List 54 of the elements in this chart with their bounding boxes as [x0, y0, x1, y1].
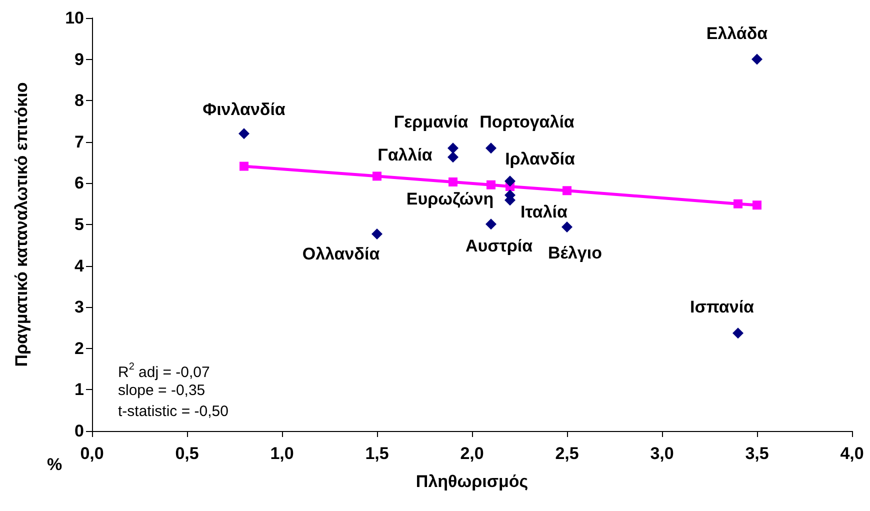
point: [486, 218, 496, 230]
x-tick-label: 3,5: [745, 444, 769, 463]
y-tick-label: 7: [74, 132, 84, 152]
x-tick-label: 1,5: [365, 444, 389, 463]
point: [562, 186, 572, 196]
x-tick-label: 2,5: [555, 444, 579, 463]
annotation: Γαλλία: [378, 146, 433, 165]
y-tick-label: 4: [74, 256, 85, 276]
point: [752, 54, 762, 65]
y-tick-label: 6: [74, 174, 84, 193]
point: [448, 152, 458, 163]
point: [732, 328, 744, 339]
annotation: Φινλανδία: [202, 100, 286, 120]
point: [486, 180, 496, 190]
point: [238, 128, 250, 140]
y-tick-label: 0: [74, 422, 84, 440]
point: [504, 176, 516, 187]
y-tick-label: 8: [74, 91, 84, 110]
point: [240, 162, 248, 171]
x-tick-label: 4,0: [840, 444, 864, 463]
y-tick-label: 1: [74, 380, 84, 400]
y-tick-label: 10: [65, 8, 84, 28]
y-tick-label: 9: [74, 50, 84, 69]
annotation: Ιταλία: [520, 202, 568, 222]
annotation: Ιρλανδία: [505, 150, 576, 169]
point: [562, 221, 572, 232]
x-tick-label: 0,0: [80, 444, 104, 463]
point: [448, 142, 458, 154]
point: [486, 142, 496, 154]
point: [372, 172, 382, 181]
annotation: Πορτογαλία: [480, 112, 575, 132]
point: [752, 200, 762, 210]
y-tick-label: 5: [74, 215, 84, 234]
annotation: Βέλγιο: [548, 243, 602, 262]
y-tick-label: 2: [74, 338, 84, 358]
text: %: [47, 455, 62, 474]
point: [734, 199, 742, 208]
annotation: Αυστρία: [465, 236, 534, 256]
y-axis-title: Πραγματικό καταναλωτικό επιτόκιο: [12, 82, 31, 367]
annotation: slope = -0,35: [118, 382, 206, 399]
annotation: t-statistic = -0,50: [118, 403, 228, 420]
x-tick-label: 0,5: [175, 444, 199, 463]
annotation: Ολλανδία: [302, 244, 380, 264]
annotation: Ελλάδα: [706, 24, 768, 43]
annotation: Ευρωζώνη: [406, 190, 494, 209]
annotation: Γερμανία: [394, 112, 469, 132]
point: [448, 177, 458, 186]
x-tick-label: 3,0: [650, 444, 674, 463]
annotation: Ισπανία: [690, 298, 755, 317]
point: [372, 228, 382, 240]
x-tick-label: 1,0: [270, 444, 294, 463]
x-tick-label: 2,0: [460, 444, 484, 463]
y-tick-label: 3: [74, 298, 84, 317]
x-axis-title: Πληθωρισμός: [416, 472, 528, 491]
